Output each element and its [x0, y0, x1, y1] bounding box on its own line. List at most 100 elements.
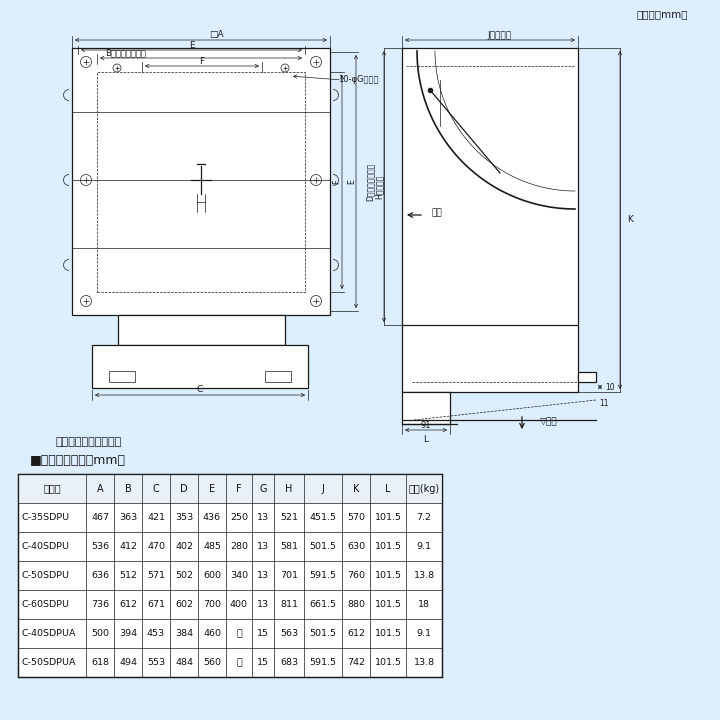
- Bar: [18, 474, 442, 503]
- Text: 101.5: 101.5: [374, 542, 402, 551]
- Bar: [72, 48, 330, 315]
- Bar: [265, 371, 291, 382]
- Text: C: C: [153, 484, 159, 493]
- Text: D: D: [180, 484, 188, 493]
- Text: 280: 280: [230, 542, 248, 551]
- Text: C-35SDPU: C-35SDPU: [21, 513, 69, 522]
- Text: 571: 571: [147, 571, 165, 580]
- Text: C-40SDPUA: C-40SDPUA: [21, 629, 76, 638]
- Text: C-60SDPU: C-60SDPU: [21, 600, 69, 609]
- Text: 460: 460: [203, 629, 221, 638]
- Text: 13: 13: [257, 571, 269, 580]
- Text: 10: 10: [605, 382, 615, 392]
- Text: 742: 742: [347, 658, 365, 667]
- Text: 612: 612: [119, 600, 137, 609]
- Text: 453: 453: [147, 629, 165, 638]
- Text: 451.5: 451.5: [310, 513, 336, 522]
- Text: 700: 700: [203, 600, 221, 609]
- Text: 591.5: 591.5: [310, 658, 336, 667]
- Text: 811: 811: [280, 600, 298, 609]
- Text: D（開口部内寸）: D（開口部内寸）: [366, 163, 374, 201]
- Text: 363: 363: [119, 513, 137, 522]
- Text: 412: 412: [119, 542, 137, 551]
- Text: ▽排気: ▽排気: [540, 418, 557, 426]
- Text: 400: 400: [230, 600, 248, 609]
- Text: 15: 15: [257, 658, 269, 667]
- Text: 560: 560: [203, 658, 221, 667]
- Text: 394: 394: [119, 629, 137, 638]
- Text: 536: 536: [91, 542, 109, 551]
- Text: 384: 384: [175, 629, 193, 638]
- Text: ■寸法表（単位：mm）: ■寸法表（単位：mm）: [30, 454, 126, 467]
- Bar: [402, 325, 578, 392]
- Text: 602: 602: [175, 600, 193, 609]
- Text: 421: 421: [147, 513, 165, 522]
- Text: 563: 563: [280, 629, 298, 638]
- Text: 340: 340: [230, 571, 248, 580]
- Text: E: E: [209, 484, 215, 493]
- Text: 470: 470: [147, 542, 165, 551]
- Text: 13: 13: [257, 542, 269, 551]
- Text: 436: 436: [203, 513, 221, 522]
- Bar: [18, 474, 442, 677]
- Text: B（開口部内寸）: B（開口部内寸）: [105, 48, 146, 58]
- Text: 521: 521: [280, 513, 298, 522]
- Text: 9.1: 9.1: [416, 542, 431, 551]
- Text: 502: 502: [175, 571, 193, 580]
- Text: K: K: [353, 484, 359, 493]
- Text: 630: 630: [347, 542, 365, 551]
- Text: G: G: [259, 484, 266, 493]
- Text: 581: 581: [280, 542, 298, 551]
- Text: F: F: [236, 484, 242, 493]
- Text: □A: □A: [209, 30, 223, 40]
- Text: 353: 353: [175, 513, 193, 522]
- Text: B: B: [125, 484, 131, 493]
- Text: 467: 467: [91, 513, 109, 522]
- Text: 501.5: 501.5: [310, 629, 336, 638]
- Bar: [118, 315, 285, 345]
- Text: E: E: [348, 179, 356, 184]
- Text: K: K: [627, 215, 633, 225]
- Text: 形　名: 形 名: [43, 484, 60, 493]
- Text: 101.5: 101.5: [374, 513, 402, 522]
- Bar: [109, 371, 135, 382]
- Text: 618: 618: [91, 658, 109, 667]
- Text: －: －: [236, 658, 242, 667]
- Text: J（外寸）: J（外寸）: [488, 30, 512, 40]
- Text: F: F: [333, 180, 341, 184]
- Text: 101.5: 101.5: [374, 571, 402, 580]
- Text: C-50SDPU: C-50SDPU: [21, 571, 69, 580]
- Text: 671: 671: [147, 600, 165, 609]
- Text: 636: 636: [91, 571, 109, 580]
- Text: 494: 494: [119, 658, 137, 667]
- Text: 91: 91: [420, 420, 431, 430]
- Text: 501.5: 501.5: [310, 542, 336, 551]
- Text: 101.5: 101.5: [374, 600, 402, 609]
- Text: H（外寸）: H（外寸）: [374, 174, 384, 199]
- Text: 給気: 給気: [432, 209, 443, 217]
- Text: 880: 880: [347, 600, 365, 609]
- Text: C-50SDPUA: C-50SDPUA: [21, 658, 76, 667]
- Text: 色調：ステンレス地色: 色調：ステンレス地色: [55, 437, 121, 447]
- Text: E: E: [189, 42, 194, 50]
- Text: 591.5: 591.5: [310, 571, 336, 580]
- Text: 7.2: 7.2: [416, 513, 431, 522]
- Text: L: L: [423, 436, 428, 444]
- Bar: [97, 72, 305, 292]
- Text: 570: 570: [347, 513, 365, 522]
- Text: 485: 485: [203, 542, 221, 551]
- Bar: [578, 372, 596, 382]
- Text: 736: 736: [91, 600, 109, 609]
- Text: 質量(kg): 質量(kg): [408, 484, 440, 493]
- Text: 18: 18: [418, 600, 430, 609]
- Text: 101.5: 101.5: [374, 658, 402, 667]
- Bar: [402, 48, 578, 392]
- Text: 402: 402: [175, 542, 193, 551]
- Text: J: J: [322, 484, 325, 493]
- Text: 101.5: 101.5: [374, 629, 402, 638]
- Text: 701: 701: [280, 571, 298, 580]
- Text: 9.1: 9.1: [416, 629, 431, 638]
- Text: A: A: [96, 484, 103, 493]
- Text: 512: 512: [119, 571, 137, 580]
- Text: 250: 250: [230, 513, 248, 522]
